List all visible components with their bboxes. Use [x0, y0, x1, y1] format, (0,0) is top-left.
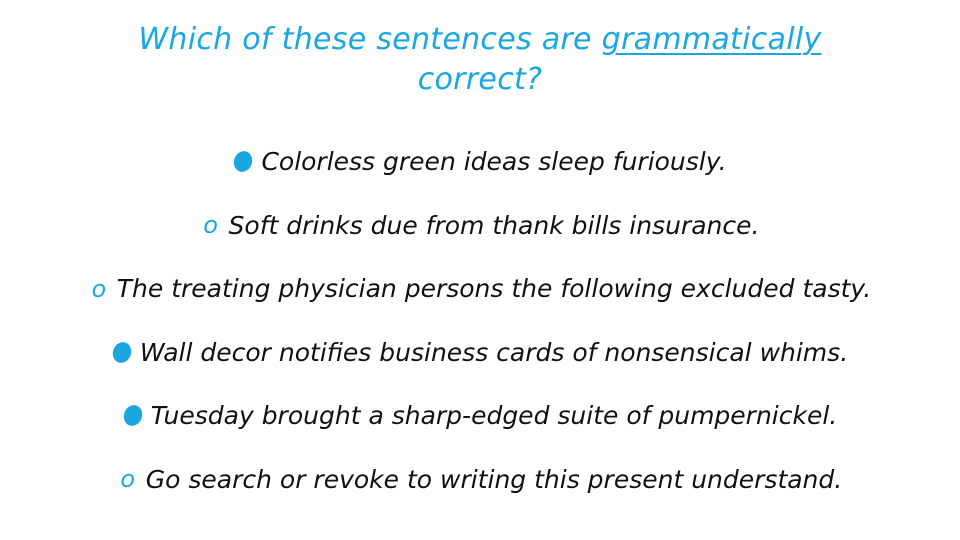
option-item-4[interactable]: Wall decor notifies business cards of no… — [0, 321, 960, 385]
options-list: Colorless green ideas sleep furiously. o… — [0, 130, 960, 511]
option-text: Go search or revoke to writing this pres… — [145, 464, 843, 494]
option-item-6[interactable]: o Go search or revoke to writing this pr… — [0, 448, 960, 512]
option-item-1[interactable]: Colorless green ideas sleep furiously. — [0, 130, 960, 194]
option-text: The treating physician persons the follo… — [116, 274, 872, 304]
option-text: Wall decor notifies business cards of no… — [139, 337, 849, 367]
filled-bullet-icon — [120, 402, 145, 429]
filled-bullet-icon — [109, 339, 134, 366]
question-title: Which of these sentences are grammatical… — [0, 20, 960, 100]
option-text: Colorless green ideas sleep furiously. — [261, 147, 727, 177]
title-emphasis: grammatically — [601, 22, 822, 57]
title-suffix: correct? — [417, 62, 543, 97]
hollow-bullet-icon: o — [120, 465, 136, 494]
title-prefix: Which of these sentences are — [138, 22, 602, 57]
option-item-2[interactable]: o Soft drinks due from thank bills insur… — [0, 194, 960, 258]
option-item-5[interactable]: Tuesday brought a sharp-edged suite of p… — [0, 384, 960, 448]
option-text: Soft drinks due from thank bills insuran… — [228, 210, 760, 240]
filled-bullet-icon — [231, 148, 256, 175]
option-item-3[interactable]: o The treating physician persons the fol… — [0, 257, 960, 321]
hollow-bullet-icon: o — [91, 274, 107, 303]
option-text: Tuesday brought a sharp-edged suite of p… — [150, 401, 838, 431]
hollow-bullet-icon: o — [203, 211, 218, 240]
